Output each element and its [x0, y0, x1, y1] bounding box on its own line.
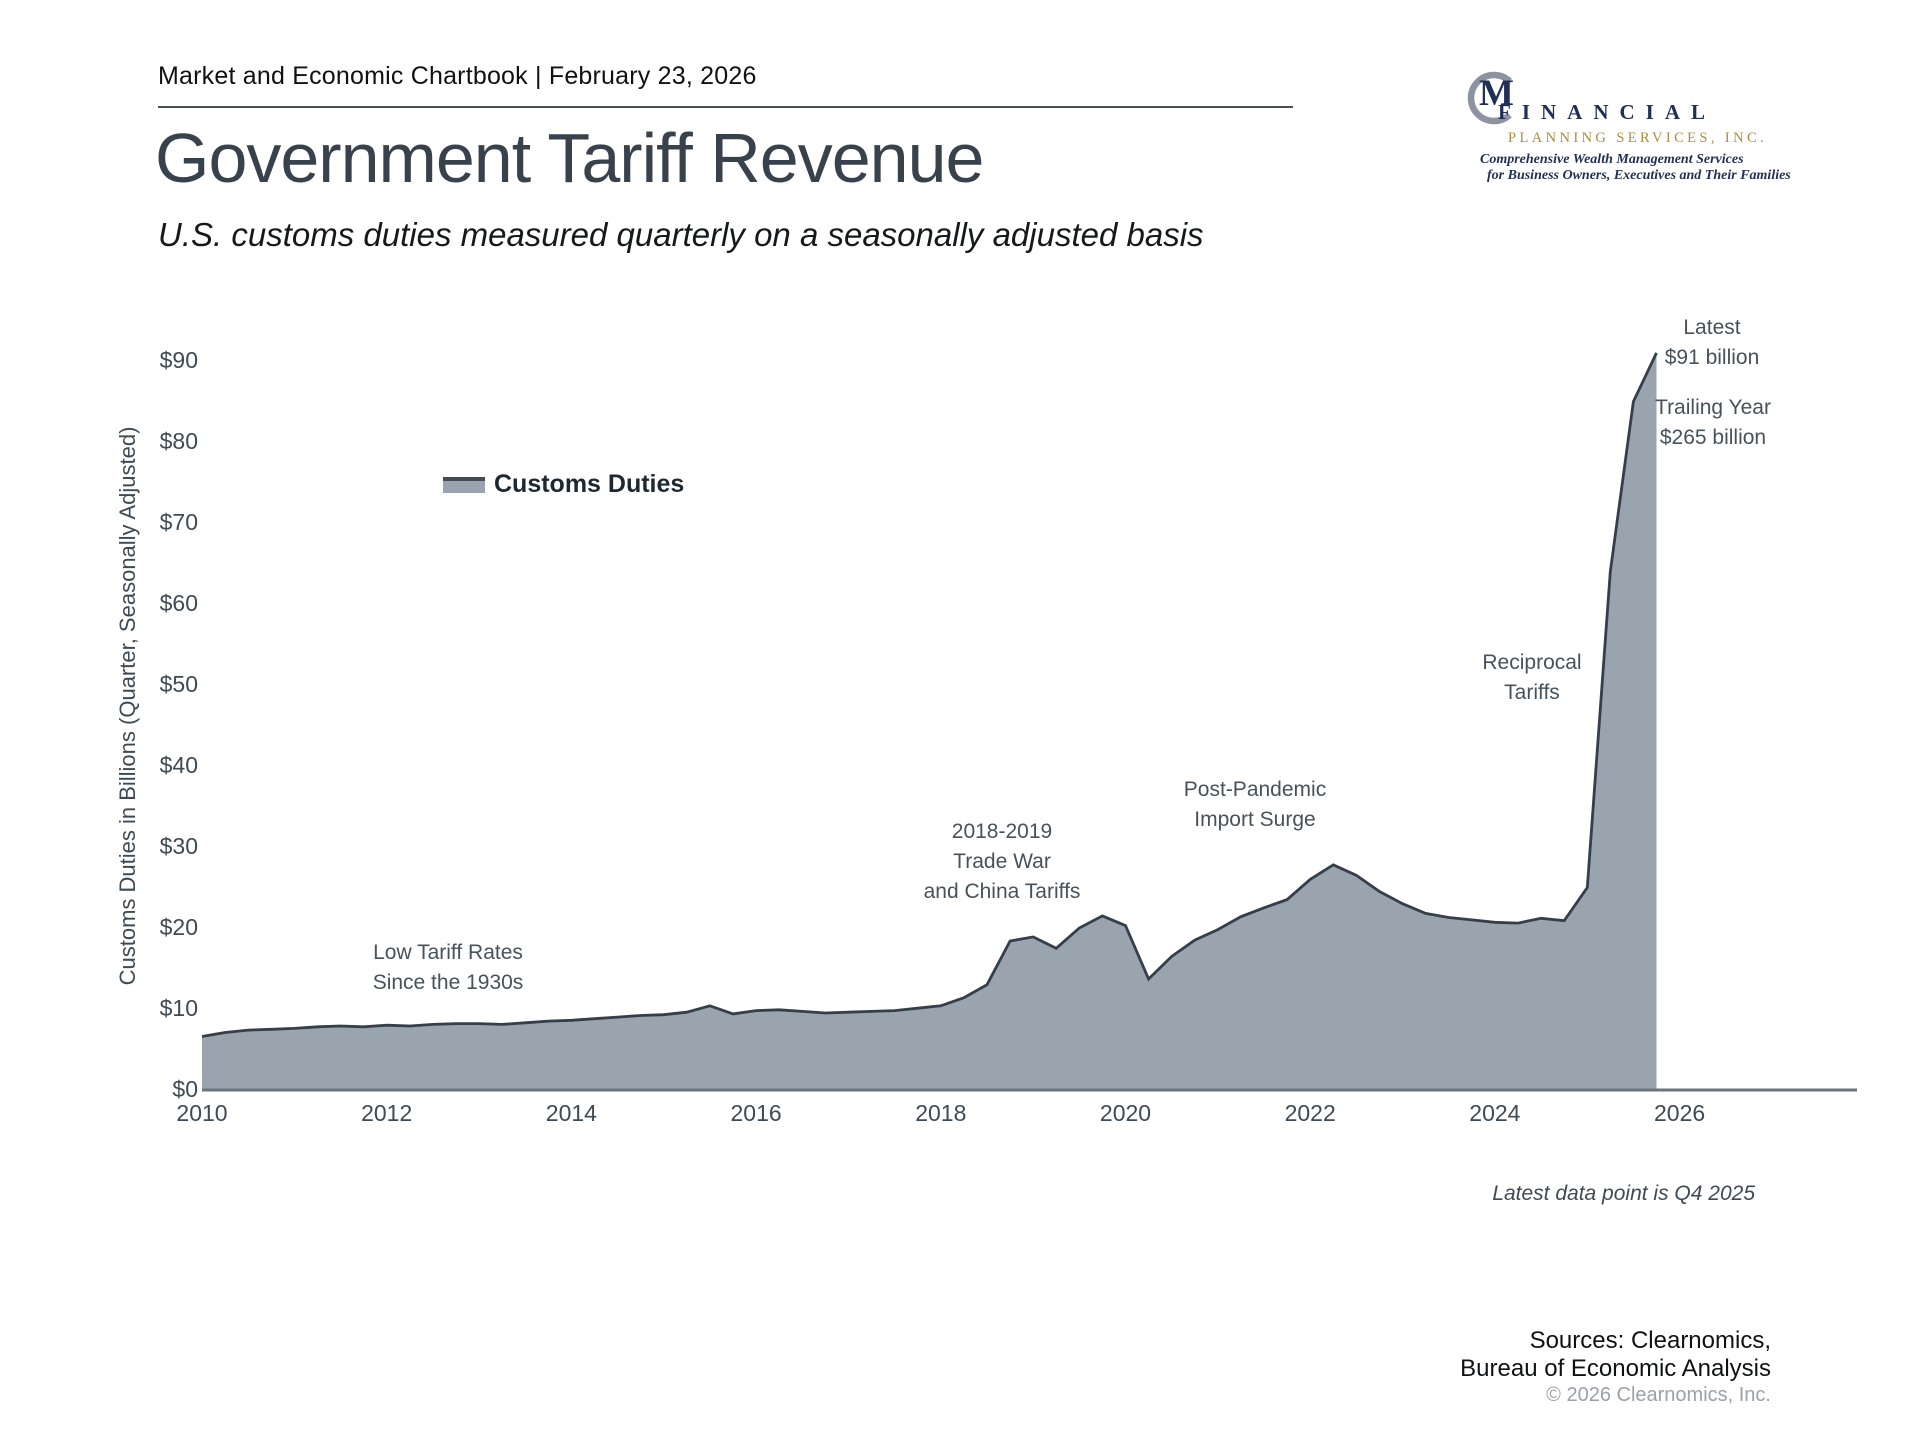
annotation-trailing-year-callout: Trailing Year $265 billion	[1655, 393, 1771, 453]
logo-monogram: M	[1479, 73, 1514, 114]
header-rule	[158, 106, 1293, 108]
y-tick-label: $70	[159, 509, 198, 535]
annotation-line: Import Surge	[1194, 808, 1316, 831]
sources-line-1: Sources: Clearnomics,	[1529, 1327, 1771, 1354]
annotation-line: Post-Pandemic	[1183, 778, 1327, 801]
logo-name: FINANCIAL	[1498, 100, 1717, 124]
annotation-low-tariff-rates: Low Tariff Rates Since the 1930s	[373, 938, 524, 998]
annotation-line: 2018-2019	[951, 820, 1053, 843]
x-tick-label: 2022	[1284, 1100, 1336, 1126]
x-tick-label: 2014	[545, 1100, 597, 1126]
logo-services: PLANNING SERVICES, INC.	[1508, 130, 1768, 146]
latest-data-note: Latest data point is Q4 2025	[1492, 1182, 1755, 1205]
annotation-line: $265 billion	[1659, 426, 1767, 449]
copyright-text: © 2026 Clearnomics, Inc.	[1546, 1384, 1771, 1406]
logo-arc-icon	[1467, 71, 1521, 125]
legend-label: Customs Duties	[494, 470, 685, 498]
x-tick-label: 2024	[1469, 1100, 1521, 1126]
logo-tagline-1: Comprehensive Wealth Management Services	[1480, 152, 1744, 167]
customs-duties-area	[202, 352, 1657, 1090]
annotation-post-pandemic: Post-Pandemic Import Surge	[1184, 775, 1326, 835]
annotation-latest-callout: Latest $91 billion	[1665, 313, 1760, 373]
x-tick-label: 2018	[915, 1100, 967, 1126]
annotation-line: Tariffs	[1504, 681, 1560, 704]
y-tick-label: $0	[172, 1076, 198, 1102]
page-subtitle: U.S. customs duties measured quarterly o…	[158, 216, 1204, 253]
logo-tagline-2: for Business Owners, Executives and Thei…	[1487, 168, 1791, 183]
legend: Customs Duties	[443, 470, 684, 499]
annotation-line: Trade War	[953, 850, 1051, 873]
y-tick-label: $90	[159, 347, 198, 373]
annotation-line: Since the 1930s	[372, 971, 524, 994]
y-tick-label: $80	[159, 428, 198, 454]
customs-duties-line	[201, 352, 1658, 1038]
x-tick-label: 2012	[361, 1100, 413, 1126]
x-tick-label: 2020	[1099, 1100, 1152, 1126]
y-tick-label: $20	[159, 914, 198, 940]
legend-swatch-icon	[443, 476, 485, 493]
annotation-line: Reciprocal	[1482, 651, 1582, 674]
y-tick-label: $40	[159, 752, 198, 778]
y-tick-label: $60	[159, 590, 198, 616]
annotation-line: and China Tariffs	[923, 880, 1081, 903]
x-tick-label: 2016	[730, 1100, 782, 1126]
annotation-trade-war: 2018-2019 Trade War and China Tariffs	[924, 817, 1081, 907]
company-logo: M FINANCIAL PLANNING SERVICES, INC. Comp…	[1460, 52, 1805, 183]
annotation-line: Latest	[1683, 316, 1741, 339]
annotation-line: Trailing Year	[1655, 396, 1771, 419]
sources-line-2: Bureau of Economic Analysis	[1460, 1355, 1771, 1382]
chartbook-header: Market and Economic Chartbook | February…	[158, 62, 757, 90]
y-tick-label: $30	[159, 833, 198, 859]
annotation-line: $91 billion	[1664, 346, 1760, 369]
page-title: Government Tariff Revenue	[155, 119, 984, 197]
annotation-reciprocal-tariffs: Reciprocal Tariffs	[1482, 648, 1581, 708]
y-tick-label: $50	[159, 671, 198, 697]
x-tick-label: 2010	[176, 1100, 228, 1126]
sources-text: Sources: Clearnomics, Bureau of Economic…	[1460, 1327, 1771, 1383]
x-tick-label: 2026	[1654, 1100, 1706, 1126]
y-tick-label: $10	[159, 995, 198, 1021]
annotation-line: Low Tariff Rates	[373, 941, 523, 964]
